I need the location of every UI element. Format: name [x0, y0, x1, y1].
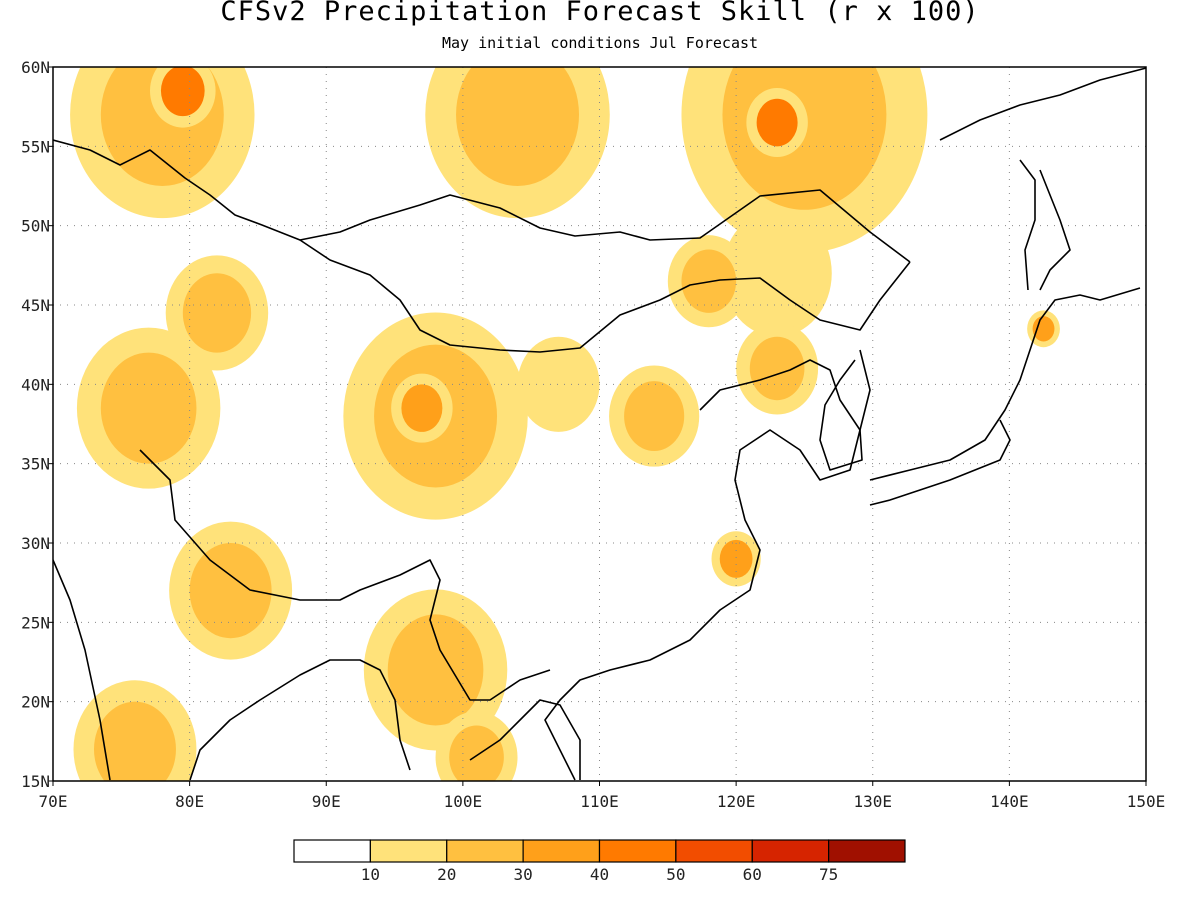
colorbar-swatch — [446, 839, 524, 863]
lat-tick-label: 60N — [21, 58, 50, 77]
skill-region-north-china — [624, 381, 685, 451]
colorbar-swatch — [293, 839, 371, 863]
coast-sakhalin — [1019, 159, 1071, 291]
skill-region-shanghai — [719, 539, 753, 578]
colorbar-swatch — [828, 839, 906, 863]
lon-tick-label: 140E — [990, 792, 1029, 811]
lat-tick-label: 40N — [21, 375, 50, 394]
skill-region-w-siberia-core — [160, 67, 205, 117]
skill-region-bohai — [749, 336, 805, 401]
lat-tick-label: 45N — [21, 296, 50, 315]
lat-tick-label: 55N — [21, 137, 50, 156]
lon-tick-label: 100E — [444, 792, 483, 811]
lat-tick-label: 50N — [21, 217, 50, 236]
coast-korea — [819, 349, 871, 471]
colorbar-label: 50 — [666, 865, 685, 884]
lon-tick-label: 70E — [39, 792, 68, 811]
coast-india — [53, 559, 411, 781]
coast-indochina — [469, 699, 581, 780]
lat-tick-label: 30N — [21, 534, 50, 553]
skill-region-baikal-west — [456, 67, 579, 186]
colorbar-label: 40 — [590, 865, 609, 884]
colorbar-label: 20 — [437, 865, 456, 884]
lat-tick-label: 20N — [21, 693, 50, 712]
skill-region-mongolia-north-core — [756, 98, 798, 147]
border-mongolia-south — [299, 239, 911, 353]
lat-tick-label: 15N — [21, 772, 50, 791]
colorbar-swatch — [369, 839, 448, 863]
skill-region-qaidam-core — [401, 384, 443, 432]
border-himalaya — [139, 449, 551, 701]
skill-region-himalaya — [189, 543, 272, 639]
colorbar-swatch — [675, 839, 753, 863]
chart-subtitle: May initial conditions Jul Forecast — [441, 34, 759, 52]
skill-region-indochina — [449, 725, 504, 781]
gridlines — [53, 67, 1146, 781]
colorbar-label: 75 — [819, 865, 838, 884]
skill-region-ne-china — [722, 209, 832, 337]
coast-china-east — [544, 359, 861, 781]
skill-region-gansu — [517, 336, 600, 432]
colorbar-label: 30 — [513, 865, 532, 884]
lon-tick-label: 80E — [175, 792, 204, 811]
coast-japan — [869, 287, 1141, 506]
skill-shading — [70, 67, 1060, 781]
lon-tick-label: 90E — [312, 792, 341, 811]
skill-region-myanmar — [387, 614, 484, 726]
lon-tick-label: 150E — [1127, 792, 1166, 811]
lon-tick-label: 130E — [853, 792, 892, 811]
colorbar-swatch — [751, 839, 830, 863]
lon-tick-label: 120E — [717, 792, 756, 811]
lon-tick-label: 110E — [580, 792, 619, 811]
chart-title: CFSv2 Precipitation Forecast Skill (r x … — [220, 0, 980, 27]
lat-tick-label: 35N — [21, 455, 50, 474]
coast-siberia-north — [53, 139, 911, 263]
coastlines-borders — [53, 67, 1146, 781]
skill-region-hokkaido — [1032, 316, 1055, 342]
colorbar-label: 60 — [743, 865, 762, 884]
skill-region-balkhash — [182, 273, 252, 353]
colorbar-label: 10 — [361, 865, 380, 884]
colorbar: 10 20 30 40 50 60 75 — [293, 839, 906, 884]
coast-okhotsk — [939, 67, 1146, 141]
skill-region-india-south — [93, 701, 176, 781]
colorbar-swatch — [522, 839, 601, 863]
skill-region-tarim-west — [100, 352, 197, 464]
colorbar-swatch — [598, 839, 677, 863]
lat-tick-label: 25N — [21, 613, 50, 632]
